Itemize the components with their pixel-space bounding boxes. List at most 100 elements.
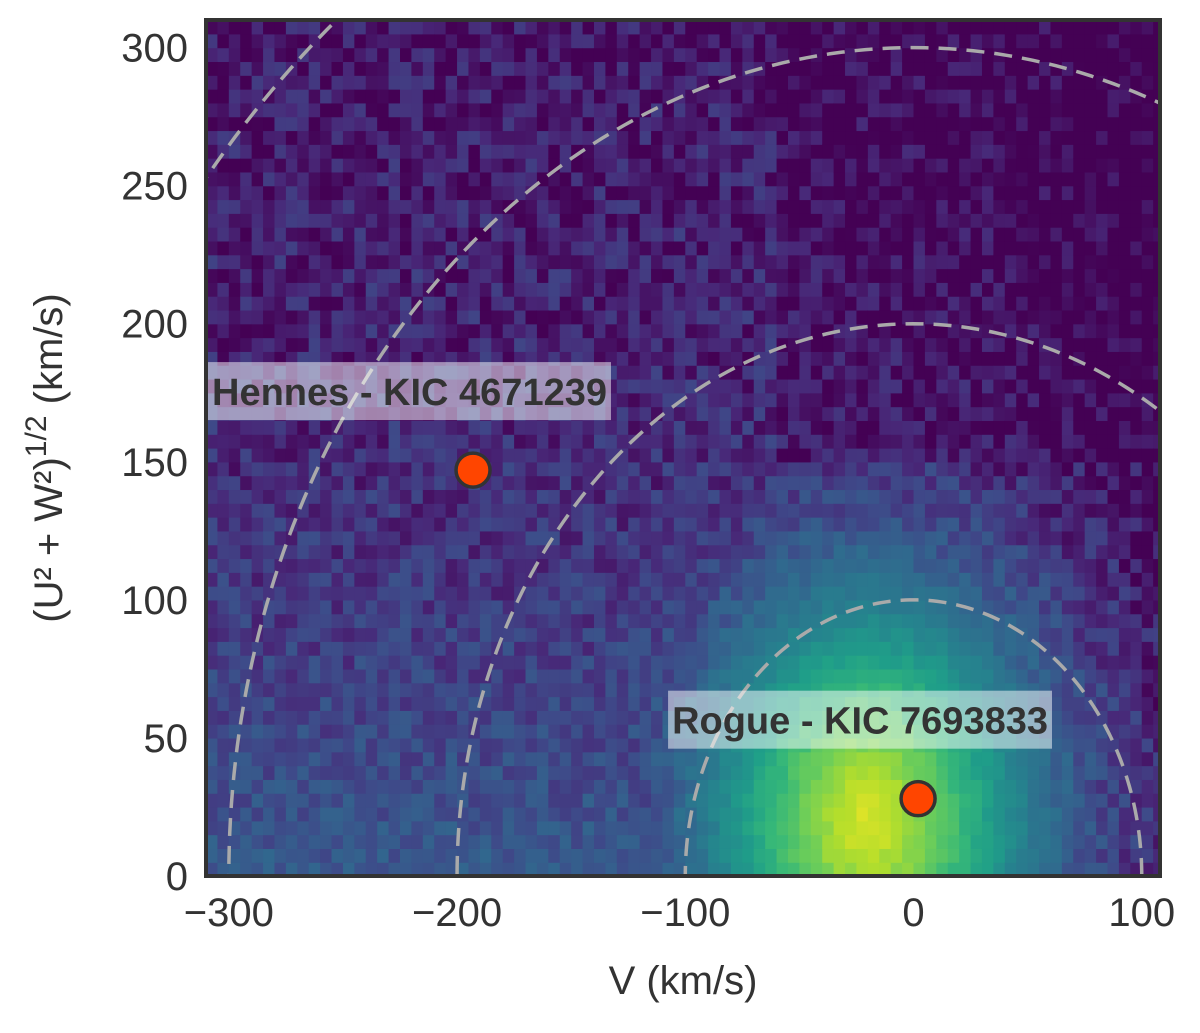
heatmap-cell xyxy=(867,862,880,876)
heatmap-cell xyxy=(240,668,253,684)
heatmap-cell xyxy=(377,558,390,573)
heatmap-cell xyxy=(856,61,869,76)
heatmap-cell xyxy=(970,586,983,601)
heatmap-cell xyxy=(719,848,732,863)
heatmap-cell xyxy=(924,641,937,656)
heatmap-cell xyxy=(582,61,595,76)
heatmap-cell xyxy=(719,144,732,159)
heatmap-cell xyxy=(799,89,812,104)
heatmap-cell xyxy=(354,848,367,863)
heatmap-cell xyxy=(639,779,652,794)
heatmap-cell xyxy=(776,558,789,573)
heatmap-cell xyxy=(217,599,230,615)
heatmap-cell xyxy=(662,130,675,145)
heatmap-cell xyxy=(753,848,766,863)
heatmap-cell xyxy=(593,158,606,173)
heatmap-cell xyxy=(525,489,538,504)
heatmap-cell xyxy=(753,392,766,408)
heatmap-cell xyxy=(719,351,732,366)
heatmap-cell xyxy=(525,47,538,63)
heatmap-cell xyxy=(308,655,321,670)
heatmap-cell xyxy=(662,282,675,297)
heatmap-cell xyxy=(833,102,846,118)
heatmap-cell xyxy=(1073,185,1086,201)
heatmap-cell xyxy=(605,793,618,808)
heatmap-cell xyxy=(981,158,994,173)
heatmap-cell xyxy=(457,558,470,573)
heatmap-cell xyxy=(354,448,367,463)
heatmap-cell xyxy=(468,420,481,435)
heatmap-cell xyxy=(902,282,915,297)
heatmap-cell xyxy=(753,586,766,601)
heatmap-cell xyxy=(787,489,800,504)
heatmap-cell xyxy=(708,199,721,214)
heatmap-cell xyxy=(297,862,310,876)
heatmap-cell xyxy=(582,599,595,615)
heatmap-cell xyxy=(924,820,937,836)
heatmap-cell xyxy=(639,240,652,256)
heatmap-cell xyxy=(582,503,595,518)
heatmap-cell xyxy=(810,309,823,325)
heatmap-cell xyxy=(400,710,413,725)
heatmap-cell xyxy=(320,296,333,311)
heatmap-cell xyxy=(765,586,778,601)
heatmap-cell xyxy=(240,268,253,283)
heatmap-cell xyxy=(536,655,549,670)
heatmap-cell xyxy=(947,227,960,242)
heatmap-cell xyxy=(479,558,492,573)
heatmap-cell xyxy=(753,116,766,132)
heatmap-cell xyxy=(1073,461,1086,477)
heatmap-cell xyxy=(947,461,960,477)
heatmap-cell xyxy=(730,144,743,159)
heatmap-cell xyxy=(799,102,812,118)
heatmap-cell xyxy=(867,392,880,408)
heatmap-cell xyxy=(799,820,812,836)
heatmap-cell xyxy=(251,475,264,491)
heatmap-cell xyxy=(479,489,492,504)
heatmap-cell xyxy=(457,116,470,132)
heatmap-cell xyxy=(605,75,618,90)
heatmap-cell xyxy=(479,765,492,780)
heatmap-cell xyxy=(251,337,264,352)
heatmap-cell xyxy=(400,475,413,491)
heatmap-cell xyxy=(753,158,766,173)
heatmap-cell xyxy=(582,309,595,325)
heatmap-cell xyxy=(902,392,915,408)
heatmap-cell xyxy=(902,820,915,836)
heatmap-cell xyxy=(1004,420,1017,435)
heatmap-cell xyxy=(342,586,355,601)
heatmap-cell xyxy=(787,351,800,366)
heatmap-cell xyxy=(616,793,629,808)
heatmap-cell xyxy=(1061,337,1074,352)
heatmap-cell xyxy=(924,517,937,532)
heatmap-cell xyxy=(285,572,298,587)
heatmap-cell xyxy=(651,102,664,118)
heatmap-cell xyxy=(685,765,698,780)
heatmap-cell xyxy=(651,61,664,76)
heatmap-cell xyxy=(810,378,823,394)
heatmap-cell xyxy=(730,668,743,684)
heatmap-cell xyxy=(593,337,606,352)
heatmap-cell xyxy=(993,282,1006,297)
heatmap-cell xyxy=(902,102,915,118)
heatmap-cell xyxy=(890,199,903,214)
heatmap-cell xyxy=(411,599,424,615)
heatmap-cell xyxy=(719,130,732,145)
heatmap-cell xyxy=(582,323,595,339)
heatmap-cell xyxy=(924,296,937,311)
heatmap-cell xyxy=(719,668,732,684)
heatmap-cell xyxy=(1107,751,1120,767)
heatmap-cell xyxy=(856,337,869,352)
heatmap-cell xyxy=(377,130,390,145)
heatmap-cell xyxy=(285,779,298,794)
heatmap-cell xyxy=(308,696,321,711)
heatmap-cell xyxy=(1050,696,1063,711)
heatmap-cell xyxy=(639,171,652,187)
heatmap-cell xyxy=(970,834,983,849)
heatmap-cell xyxy=(1027,406,1040,421)
heatmap-cell xyxy=(285,158,298,173)
heatmap-cell xyxy=(902,240,915,256)
heatmap-cell xyxy=(422,61,435,76)
heatmap-cell xyxy=(502,834,515,849)
heatmap-cell xyxy=(457,185,470,201)
